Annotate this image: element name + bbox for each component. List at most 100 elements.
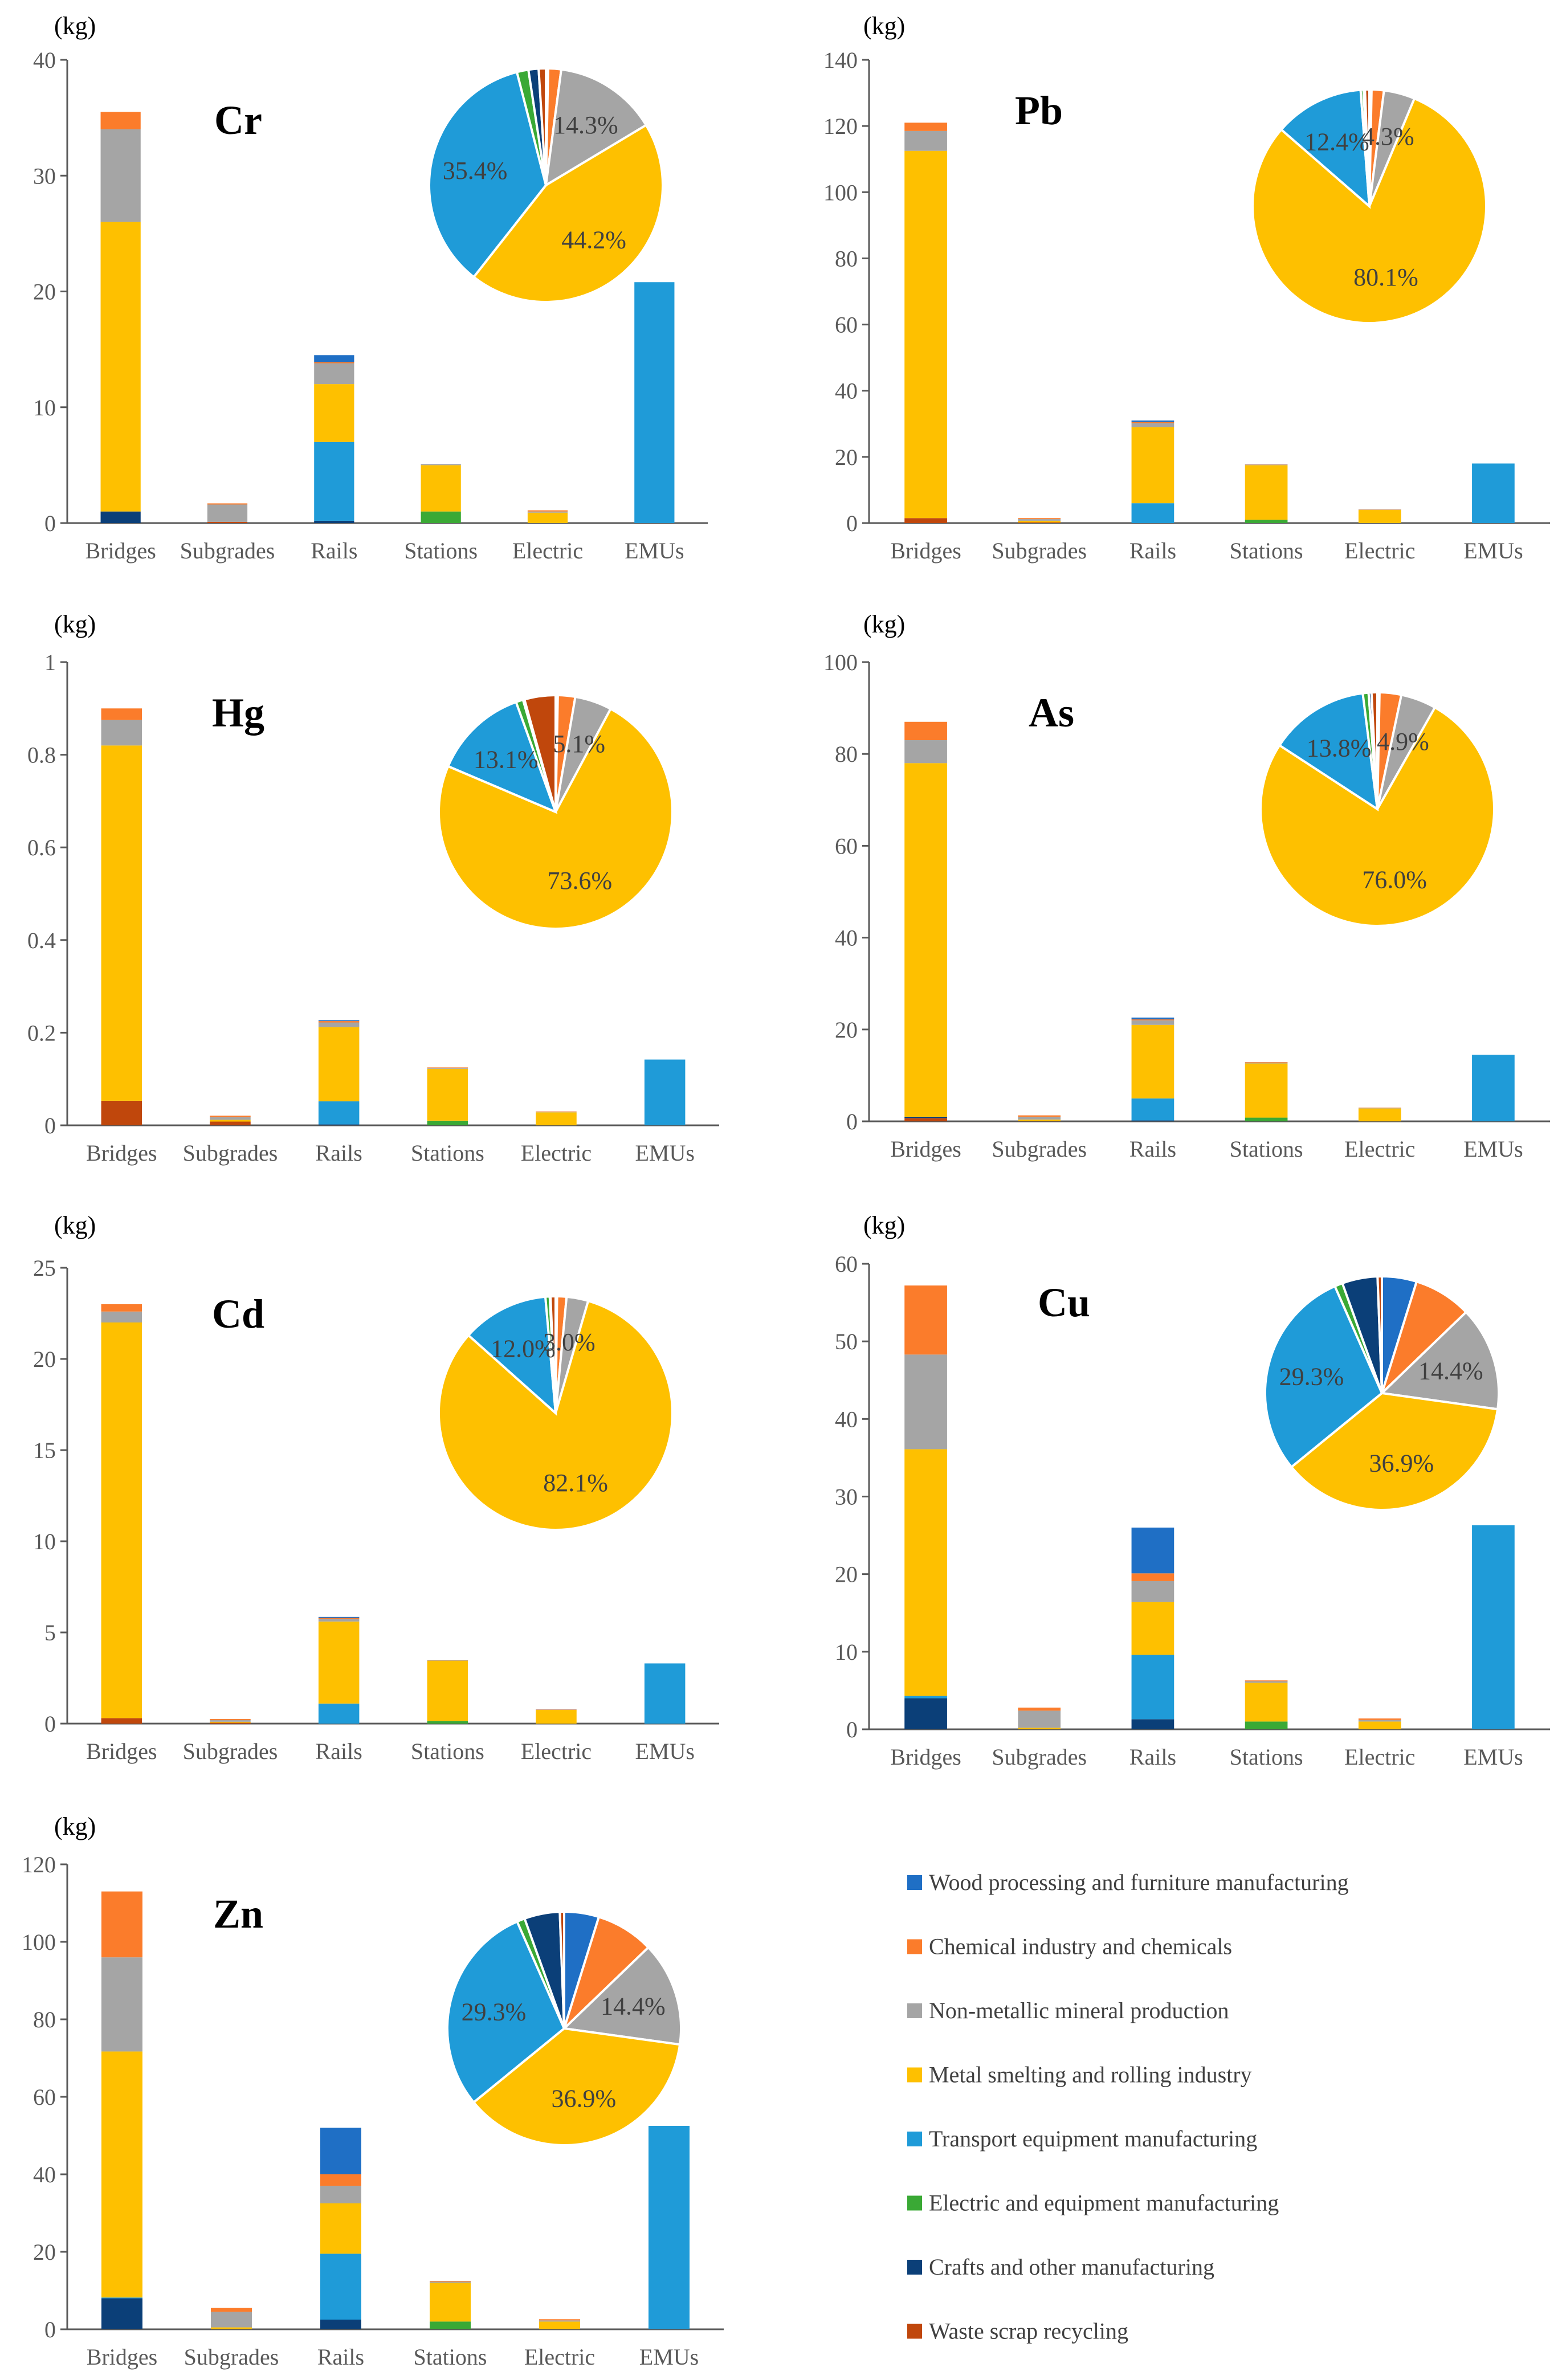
x-tick-label: EMUs	[1463, 1744, 1523, 1770]
bar-emus-transport	[649, 2126, 690, 2329]
legend-swatch-electric	[907, 2195, 922, 2211]
y-tick-label: 5	[44, 1620, 56, 1646]
bar-stations-electric	[427, 1721, 468, 1724]
x-tick-label: EMUs	[1463, 538, 1523, 564]
bar-subgrades-nonmetallic	[210, 1720, 251, 1722]
pie-percent-label: 12.4%	[1304, 128, 1369, 156]
x-tick-label: Stations	[1230, 538, 1303, 564]
legend-swatch-chemical	[907, 1939, 922, 1954]
bar-bridges-metal	[904, 763, 947, 1117]
bar-rails-metal	[1131, 427, 1174, 504]
bar-electric-nonmetallic	[1358, 509, 1401, 510]
x-tick-label: Bridges	[86, 1140, 157, 1166]
bar-stations-electric	[430, 2321, 471, 2329]
pie-slice-waste	[1370, 691, 1379, 810]
y-tick-label: 20	[33, 2239, 56, 2265]
pie-slice-transport	[1279, 88, 1371, 209]
x-tick-label: Bridges	[86, 1738, 157, 1764]
x-tick-label: EMUs	[639, 2344, 699, 2370]
bar-electric-metal	[536, 1710, 577, 1724]
y-tick-label: 20	[835, 1017, 858, 1043]
x-tick-label: Subgrades	[183, 1738, 278, 1764]
y-tick-label: 0	[846, 1109, 858, 1134]
pie-slice-metal	[438, 1299, 674, 1531]
bar-rails-transport	[318, 1101, 360, 1125]
pie-slice-waste	[523, 693, 557, 813]
bar-electric-chemical	[527, 510, 568, 512]
bar-stations-chemical	[1245, 1062, 1288, 1063]
bar-rails-metal	[318, 1027, 360, 1101]
y-tick-label: 0.2	[27, 1020, 56, 1046]
legend-label-crafts: Crafts and other manufacturing	[929, 2254, 1214, 2280]
bar-bridges-chemical	[100, 112, 141, 129]
bar-subgrades-waste	[210, 1121, 251, 1125]
bar-bridges-crafts	[101, 2298, 142, 2329]
bar-rails-nonmetallic	[1131, 1020, 1174, 1025]
unit-label: (kg)	[863, 610, 905, 638]
pie-percent-label: 76.0%	[1362, 866, 1427, 893]
pie-slice-nonmetallic	[544, 68, 648, 187]
bar-rails-wood	[318, 1020, 360, 1022]
bar-rails-nonmetallic	[318, 1022, 360, 1027]
legend-label-waste: Waste scrap recycling	[929, 2318, 1128, 2344]
bar-subgrades-nonmetallic	[210, 1117, 251, 1120]
x-tick-label: Stations	[1230, 1136, 1303, 1162]
y-tick-label: 0	[44, 1711, 56, 1737]
x-tick-label: Electric	[512, 538, 583, 564]
bar-electric-nonmetallic	[1358, 1108, 1401, 1109]
bar-stations-metal	[427, 1660, 468, 1721]
bar-bridges-waste	[904, 518, 947, 523]
bar-electric-chemical	[1358, 509, 1401, 510]
bar-rails-crafts	[318, 1124, 360, 1125]
bar-rails-chemical	[1131, 1573, 1174, 1581]
bar-emus-transport	[634, 282, 675, 523]
pie-percent-label: 14.3%	[553, 111, 618, 139]
x-tick-label: Rails	[1129, 1136, 1176, 1162]
bar-subgrades-waste	[1018, 522, 1061, 523]
x-tick-label: EMUs	[1463, 1136, 1523, 1162]
bar-bridges-crafts	[904, 1698, 947, 1729]
bar-bridges-transport	[101, 2297, 142, 2299]
y-tick-label: 60	[33, 2084, 56, 2110]
chart-panel-cu: (kg) 0 10 20 30 40 50 60 Bridges Subgrades Rails St…	[835, 1211, 1550, 1770]
y-tick-label: 60	[835, 312, 858, 338]
pie-slice-waste	[558, 1910, 565, 2029]
legend-label-chemical: Chemical industry and chemicals	[929, 1934, 1232, 1959]
bar-rails-chemical	[1131, 1019, 1174, 1020]
y-tick-label: 10	[835, 1639, 858, 1665]
y-tick-label: 40	[33, 47, 56, 73]
bar-subgrades-waste	[207, 521, 248, 523]
x-tick-label: Rails	[316, 1140, 362, 1166]
x-tick-label: Stations	[411, 1738, 484, 1764]
legend-swatch-wood	[907, 1875, 922, 1890]
bar-rails-transport	[314, 442, 354, 521]
x-tick-label: Stations	[1230, 1744, 1303, 1770]
bar-bridges-crafts	[100, 511, 141, 523]
bar-stations-electric	[427, 1120, 468, 1125]
bar-electric-metal	[1358, 1721, 1401, 1729]
pie-slice-transport	[1264, 1284, 1384, 1469]
pie-slice-transport	[467, 1295, 557, 1416]
bar-bridges-chemical	[101, 1891, 142, 1958]
x-tick-label: EMUs	[635, 1140, 694, 1166]
pie-percent-label: 35.4%	[443, 157, 508, 185]
bar-subgrades-chemical	[211, 2308, 252, 2312]
bar-stations-chemical	[1245, 1680, 1288, 1681]
bar-stations-metal	[1245, 465, 1288, 520]
x-tick-label: Rails	[316, 1738, 362, 1764]
bar-subgrades-nonmetallic	[211, 2312, 252, 2328]
pie-percent-label: 73.6%	[547, 867, 612, 895]
bar-subgrades-metal	[1018, 1728, 1061, 1729]
metal-title: Cu	[1038, 1280, 1090, 1325]
bar-bridges-metal	[101, 745, 142, 1101]
bar-stations-metal	[1245, 1063, 1288, 1118]
y-tick-label: 20	[33, 1346, 56, 1372]
y-tick-label: 0	[44, 1113, 56, 1138]
bar-stations-nonmetallic	[421, 464, 461, 466]
pie-percent-label: 29.3%	[462, 1998, 527, 2026]
bar-stations-electric	[1245, 1721, 1288, 1729]
pie-percent-label: 13.8%	[1307, 734, 1372, 762]
bar-bridges-nonmetallic	[100, 129, 141, 222]
legend-swatch-waste	[907, 2324, 922, 2339]
bar-rails-transport	[318, 1703, 360, 1724]
